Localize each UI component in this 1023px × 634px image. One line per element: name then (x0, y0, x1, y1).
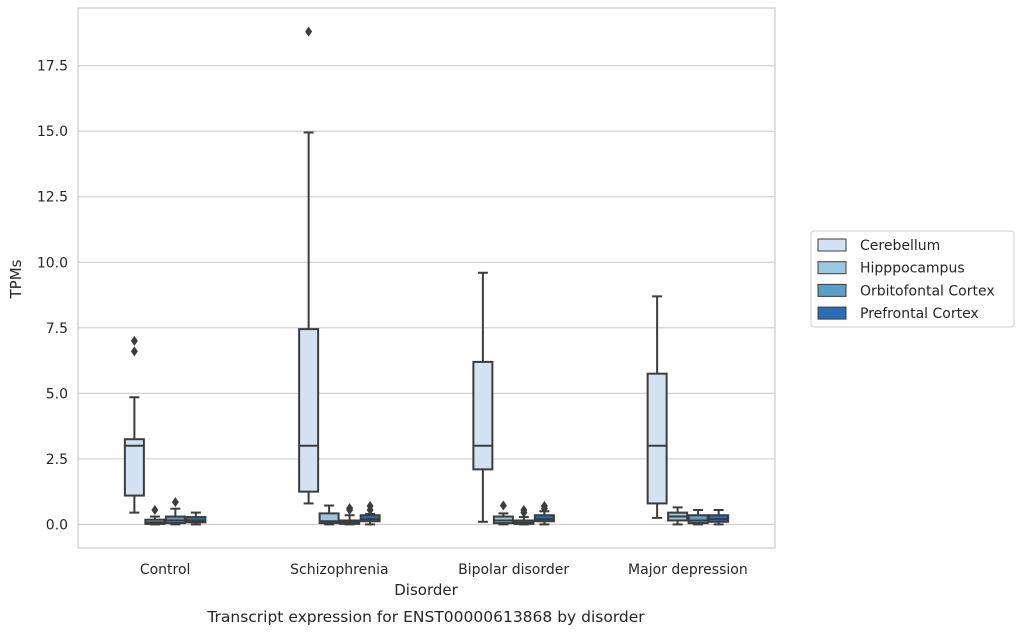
box-3-2 (687, 508, 709, 526)
outlier-point (151, 504, 159, 515)
x-tick-label: Control (140, 562, 191, 578)
box-1-2 (339, 503, 361, 526)
box-0-1 (144, 504, 166, 526)
box-iqr (123, 438, 145, 497)
outlier-point (540, 501, 548, 512)
chart-caption: Transcript expression for ENST0000061386… (206, 608, 645, 626)
box-iqr (646, 372, 668, 505)
outlier-point (171, 497, 179, 508)
outlier-point (130, 335, 138, 346)
y-tick-label: 12.5 (37, 190, 68, 206)
y-tick-label: 2.5 (46, 452, 68, 468)
outlier-point (305, 26, 313, 37)
box-2-1 (492, 500, 514, 526)
y-axis-ticks: 0.0 2.5 5.0 7.5 10.0 12.5 15.0 17.5 (37, 59, 68, 534)
y-tick-label: 15.0 (37, 124, 68, 140)
legend: Cerebellum Hipppocampus Orbitofontal Corte… (810, 230, 1015, 328)
box-2-3 (533, 501, 555, 526)
y-tick-label: 10.0 (37, 255, 68, 271)
legend-swatch (817, 306, 847, 320)
box-0-3 (185, 511, 207, 526)
y-tick-label: 5.0 (46, 386, 68, 402)
legend-frame (810, 230, 1015, 328)
outlier-point (366, 501, 374, 512)
grid-lines (78, 65, 775, 525)
box-iqr (318, 512, 340, 525)
legend-items: Cerebellum Hipppocampus Orbitofontal Corte… (817, 238, 995, 322)
box-2-0 (472, 271, 494, 523)
outlier-point (499, 500, 507, 511)
box-1-3 (359, 501, 381, 526)
box-3-0 (646, 295, 668, 519)
box-1-0 (298, 26, 320, 505)
y-tick-label: 0.0 (46, 517, 68, 533)
x-tick-label: Major depression (628, 562, 748, 578)
legend-label: Orbitofontal Cortex (860, 283, 995, 299)
legend-label: Cerebellum (860, 238, 940, 254)
x-tick-label: Schizophrenia (290, 562, 388, 578)
y-tick-label: 7.5 (46, 321, 68, 337)
outlier-point (520, 504, 528, 515)
box-iqr (472, 360, 494, 471)
box-1-1 (318, 504, 340, 526)
x-tick-label: Bipolar disorder (458, 562, 569, 578)
legend-swatch (817, 283, 847, 297)
box-0-0 (123, 335, 145, 514)
y-axis-label: TPMs (7, 259, 25, 299)
legend-swatch (817, 238, 847, 252)
box-3-1 (667, 506, 689, 526)
x-axis-label: Disorder (394, 581, 458, 599)
outlier-point (130, 346, 138, 357)
box-iqr (298, 328, 320, 493)
box-series (123, 26, 730, 526)
x-axis-ticks: Control Schizophrenia Bipolar disorder Majo… (140, 562, 748, 578)
legend-label: Prefrontal Cortex (860, 306, 979, 322)
box-0-2 (164, 497, 186, 526)
plot-frame (77, 7, 776, 549)
legend-label: Hipppocampus (860, 261, 965, 277)
box-3-3 (708, 508, 730, 526)
outlier-point (346, 503, 354, 514)
box-iqr (687, 514, 709, 525)
y-tick-label: 17.5 (37, 59, 68, 75)
box-2-2 (513, 504, 535, 526)
legend-swatch (817, 261, 847, 275)
